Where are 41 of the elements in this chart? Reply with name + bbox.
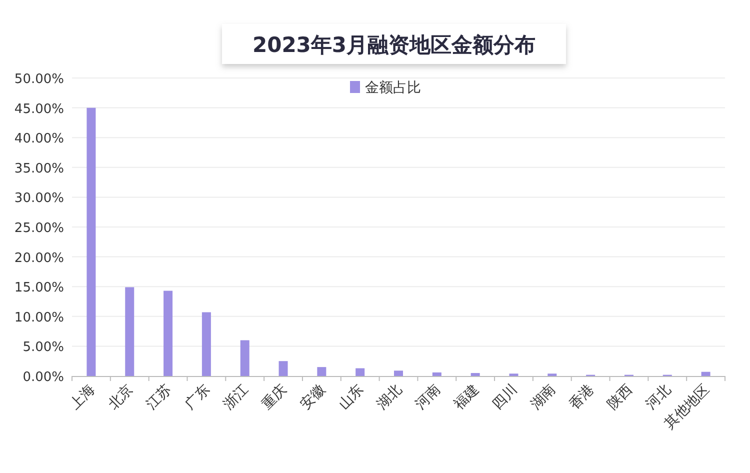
bar — [86, 108, 96, 376]
x-tick-label: 浙江 — [220, 382, 252, 413]
x-tick-label: 山东 — [336, 382, 367, 413]
y-tick-label: 5.00% — [22, 340, 64, 356]
x-tick-label: 福建 — [451, 382, 482, 413]
bar — [202, 312, 211, 376]
bar — [164, 290, 173, 376]
y-tick-label: 30.00% — [14, 191, 64, 206]
x-tick-label: 河南 — [412, 382, 444, 413]
y-tick-label: 40.00% — [14, 132, 64, 147]
x-tick-label: 重庆 — [258, 382, 290, 413]
y-tick-label: 50.00% — [14, 72, 64, 87]
x-tick-label: 四川 — [489, 382, 521, 413]
x-tick-label: 陕西 — [604, 382, 636, 413]
bar — [394, 370, 403, 376]
x-tick-label: 上海 — [66, 382, 98, 413]
bar — [470, 373, 480, 376]
y-tick-label: 10.00% — [14, 310, 64, 326]
x-tick-label: 香港 — [566, 382, 598, 413]
bar — [701, 372, 710, 376]
x-tick-label: 湖北 — [374, 382, 406, 413]
bar — [278, 361, 288, 376]
chart-title: 2023年3月融资地区金额分布 — [252, 33, 536, 57]
x-tick-label: 广东 — [182, 382, 214, 413]
bar — [356, 368, 365, 376]
bar — [432, 372, 442, 376]
x-tick-label: 江苏 — [144, 382, 175, 413]
y-tick-label: 20.00% — [14, 250, 64, 266]
x-tick-label: 湖南 — [528, 382, 559, 413]
bar — [317, 367, 326, 376]
y-tick-label: 0.00% — [22, 370, 64, 385]
y-tick-label: 25.00% — [14, 221, 64, 236]
x-tick-label: 北京 — [105, 382, 136, 413]
bar — [240, 340, 250, 376]
y-tick-label: 45.00% — [14, 102, 64, 117]
y-tick-label: 35.00% — [14, 161, 64, 176]
x-tick-label: 河北 — [643, 382, 674, 413]
x-tick-label: 安徽 — [297, 382, 329, 413]
bar — [125, 287, 134, 376]
legend-label: 金额占比 — [365, 80, 421, 96]
y-tick-label: 15.00% — [14, 280, 64, 296]
